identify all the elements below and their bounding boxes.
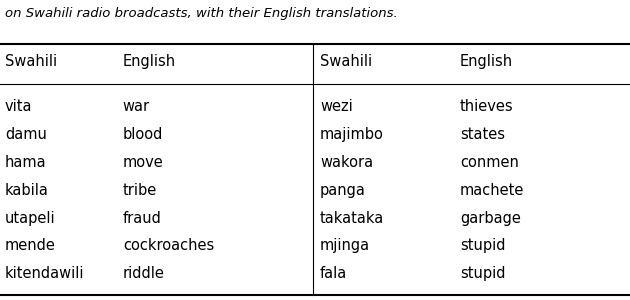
- Text: move: move: [123, 155, 164, 170]
- Text: machete: machete: [460, 183, 524, 198]
- Text: wakora: wakora: [320, 155, 373, 170]
- Text: kabila: kabila: [5, 183, 49, 198]
- Text: Swahili: Swahili: [320, 54, 372, 69]
- Text: blood: blood: [123, 127, 163, 142]
- Text: cockroaches: cockroaches: [123, 238, 214, 253]
- Text: wezi: wezi: [320, 99, 353, 114]
- Text: on Swahili radio broadcasts, with their English translations.: on Swahili radio broadcasts, with their …: [5, 8, 398, 20]
- Text: takataka: takataka: [320, 211, 384, 226]
- Text: stupid: stupid: [460, 266, 505, 281]
- Text: utapeli: utapeli: [5, 211, 55, 226]
- Text: Swahili: Swahili: [5, 54, 57, 69]
- Text: thieves: thieves: [460, 99, 513, 114]
- Text: conmen: conmen: [460, 155, 518, 170]
- Text: stupid: stupid: [460, 238, 505, 253]
- Text: fala: fala: [320, 266, 347, 281]
- Text: vita: vita: [5, 99, 33, 114]
- Text: fraud: fraud: [123, 211, 162, 226]
- Text: garbage: garbage: [460, 211, 521, 226]
- Text: mende: mende: [5, 238, 56, 253]
- Text: tribe: tribe: [123, 183, 157, 198]
- Text: states: states: [460, 127, 505, 142]
- Text: hama: hama: [5, 155, 47, 170]
- Text: majimbo: majimbo: [320, 127, 384, 142]
- Text: damu: damu: [5, 127, 47, 142]
- Text: panga: panga: [320, 183, 366, 198]
- Text: English: English: [460, 54, 513, 69]
- Text: war: war: [123, 99, 150, 114]
- Text: English: English: [123, 54, 176, 69]
- Text: kitendawili: kitendawili: [5, 266, 84, 281]
- Text: mjinga: mjinga: [320, 238, 370, 253]
- Text: riddle: riddle: [123, 266, 164, 281]
